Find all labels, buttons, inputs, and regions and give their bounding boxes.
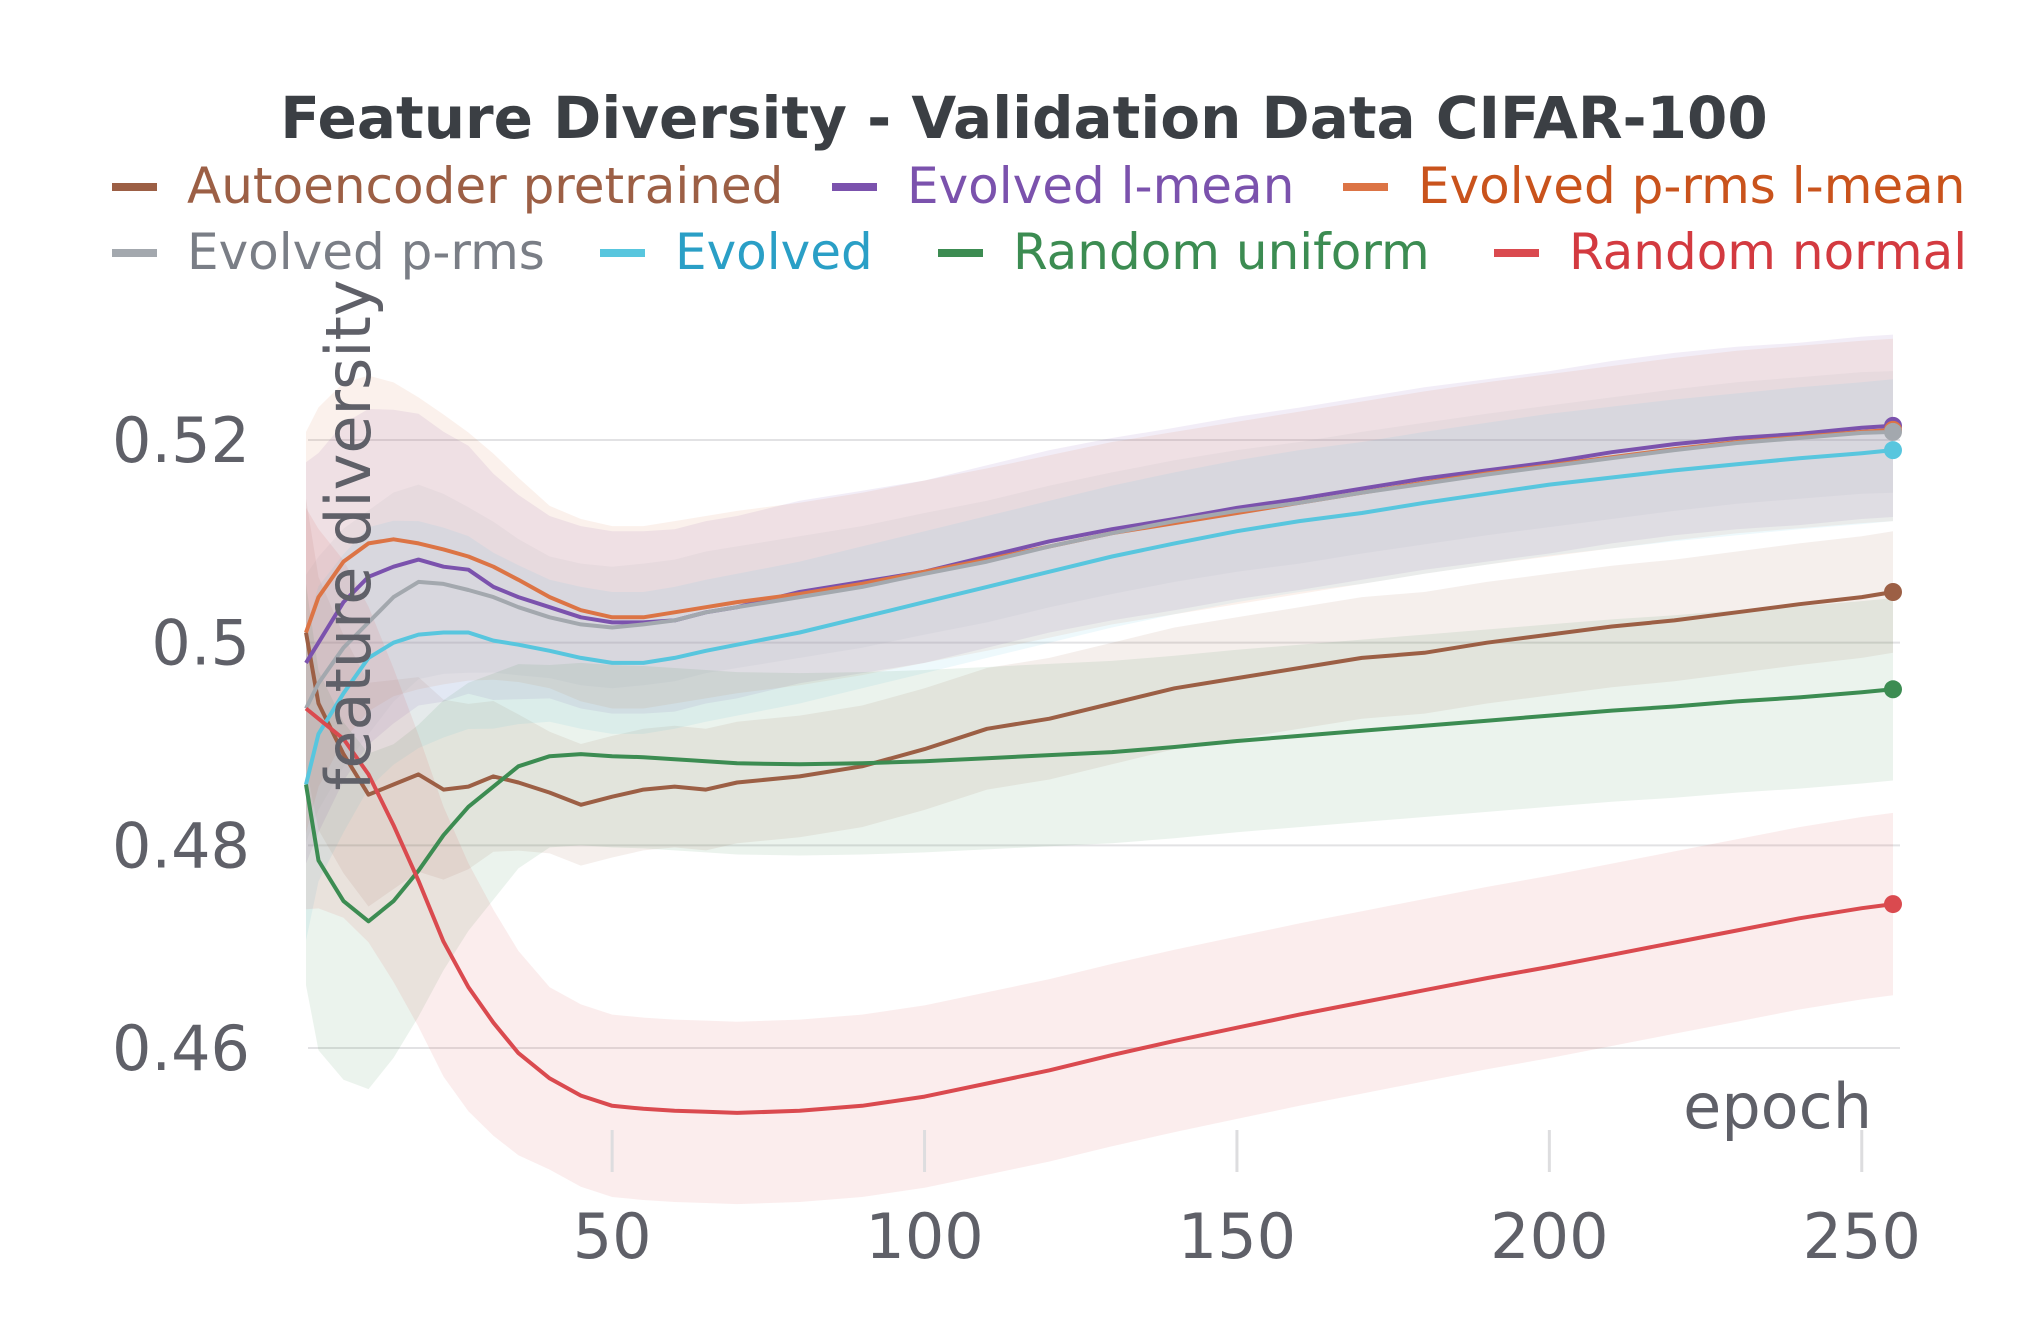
- y-tick-label: 0.46: [112, 1012, 250, 1085]
- y-tick-label: 0.48: [112, 809, 250, 882]
- series-lines: [304, 423, 1894, 1115]
- x-axis-ticks: 50 100 150 200 250: [573, 1130, 1921, 1273]
- confidence-bands: [306, 334, 1893, 1205]
- line-random-normal: [304, 706, 1894, 1115]
- y-tick-label: 0.5: [151, 607, 250, 680]
- band-random-normal: [306, 507, 1893, 1205]
- band-evolved: [306, 379, 1893, 941]
- end-point-evolved: [1884, 441, 1902, 460]
- band-random-uniform: [306, 583, 1893, 1090]
- legend-label: Evolved l-mean: [907, 157, 1294, 215]
- end-point-random-normal: [1884, 895, 1902, 914]
- end-point-evolved-p-rms: [1884, 422, 1902, 441]
- legend-label: Evolved p-rms l-mean: [1418, 157, 1966, 215]
- chart-title: Feature Diversity - Validation Data CIFA…: [280, 84, 1767, 152]
- x-tick-label: 150: [1178, 1200, 1296, 1273]
- legend-label: Random uniform: [1013, 223, 1430, 281]
- line-evolved: [304, 448, 1894, 785]
- band-evolved-p-rms-l-mean: [306, 338, 1893, 834]
- band-evolved-p-rms: [306, 371, 1893, 843]
- y-axis-ticks: 0.46 0.48 0.5 0.52: [112, 404, 250, 1085]
- legend-label: Evolved: [675, 223, 873, 281]
- band-autoencoder-pretrained: [306, 498, 1893, 907]
- series-end-points: [1884, 416, 1902, 914]
- grid: [308, 439, 1900, 1049]
- end-point-autoencoder-pretrained: [1884, 583, 1902, 601]
- line-random-uniform: [304, 687, 1894, 924]
- x-tick-label: 200: [1490, 1200, 1608, 1273]
- x-tick-label: 100: [865, 1200, 983, 1273]
- y-tick-label: 0.52: [112, 404, 250, 477]
- x-tick-label: 50: [573, 1200, 652, 1273]
- x-tick-label: 250: [1803, 1200, 1921, 1273]
- line-autoencoder-pretrained: [304, 590, 1894, 807]
- x-axis-label: epoch: [1683, 1070, 1872, 1143]
- legend-label: Evolved p-rms: [187, 223, 545, 281]
- band-evolved-l-mean: [306, 334, 1893, 864]
- end-point-random-uniform: [1884, 680, 1902, 699]
- y-axis-label: feature diversity: [312, 280, 385, 791]
- legend-label: Random normal: [1569, 223, 1967, 281]
- legend-label: Autoencoder pretrained: [187, 157, 783, 215]
- line-evolved-p-rms: [304, 429, 1894, 710]
- legend: Autoencoder pretrained Evolved l-mean Evol…: [112, 157, 1967, 281]
